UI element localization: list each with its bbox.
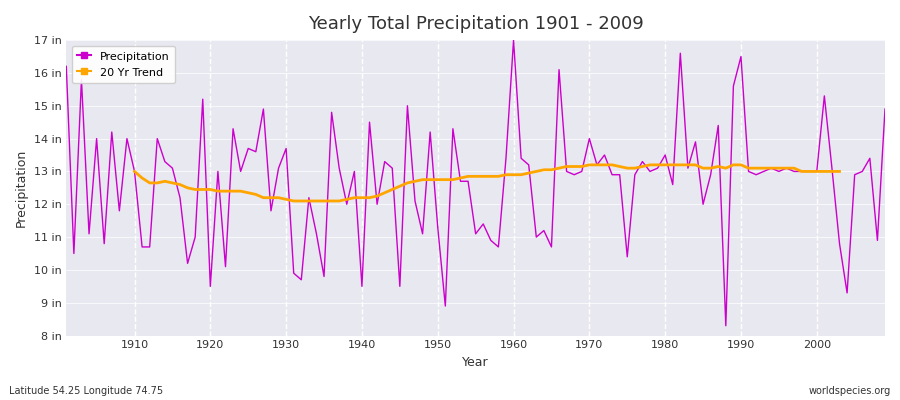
Title: Yearly Total Precipitation 1901 - 2009: Yearly Total Precipitation 1901 - 2009 bbox=[308, 15, 644, 33]
Text: worldspecies.org: worldspecies.org bbox=[809, 386, 891, 396]
X-axis label: Year: Year bbox=[463, 356, 489, 369]
Text: Latitude 54.25 Longitude 74.75: Latitude 54.25 Longitude 74.75 bbox=[9, 386, 163, 396]
Y-axis label: Precipitation: Precipitation bbox=[15, 149, 28, 227]
Legend: Precipitation, 20 Yr Trend: Precipitation, 20 Yr Trend bbox=[72, 46, 175, 83]
